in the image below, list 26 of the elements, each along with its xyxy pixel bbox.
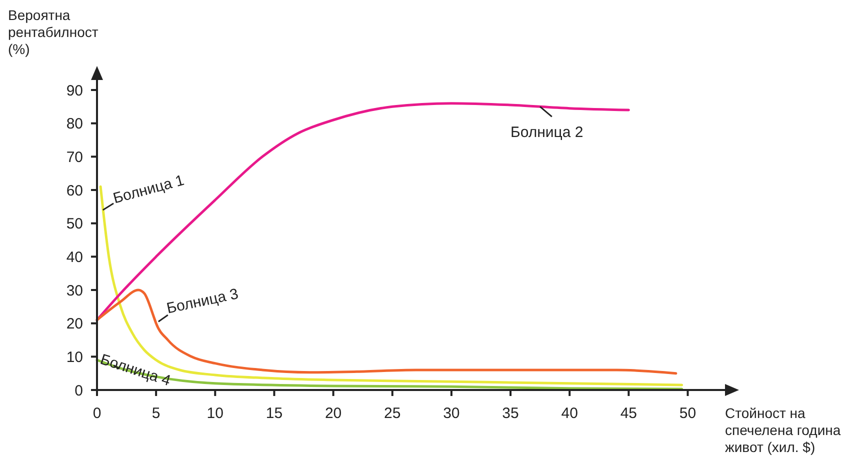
y-tick-label: 0	[74, 382, 83, 400]
x-tick-label: 45	[620, 405, 638, 422]
x-tick-label: 0	[92, 405, 102, 422]
series-label: Болница 2	[510, 124, 584, 141]
text: Болница 1	[111, 172, 186, 208]
y-tick-label: 70	[66, 148, 83, 166]
x-tick-label: 25	[384, 405, 401, 422]
x-tick-label: 40	[561, 405, 578, 422]
y-tick-label: 80	[66, 116, 83, 133]
x-tick-label: 50	[679, 405, 696, 422]
x-axis-title: Стойност на спечелена година живот (хил. $)	[725, 405, 841, 455]
x-tick-label: 20	[324, 405, 342, 422]
y-tick-label: 50	[66, 216, 83, 233]
x-tick-label: 30	[443, 405, 460, 422]
y-tick-label: 30	[66, 282, 83, 300]
y-tick-label: 60	[66, 182, 83, 200]
text: Болница 3	[165, 286, 240, 318]
y-axis-title: Вероятна рентабилност (%)	[8, 7, 99, 57]
x-tick-label: 5	[152, 405, 160, 422]
x-tick-label: 35	[502, 405, 519, 422]
x-tick-label: 15	[266, 405, 283, 422]
y-tick-label: 10	[66, 348, 83, 366]
y-tick-label: 20	[66, 316, 83, 333]
y-tick-label: 90	[66, 82, 83, 100]
x-tick-label: 10	[206, 405, 224, 422]
y-tick-label: 40	[66, 248, 83, 266]
